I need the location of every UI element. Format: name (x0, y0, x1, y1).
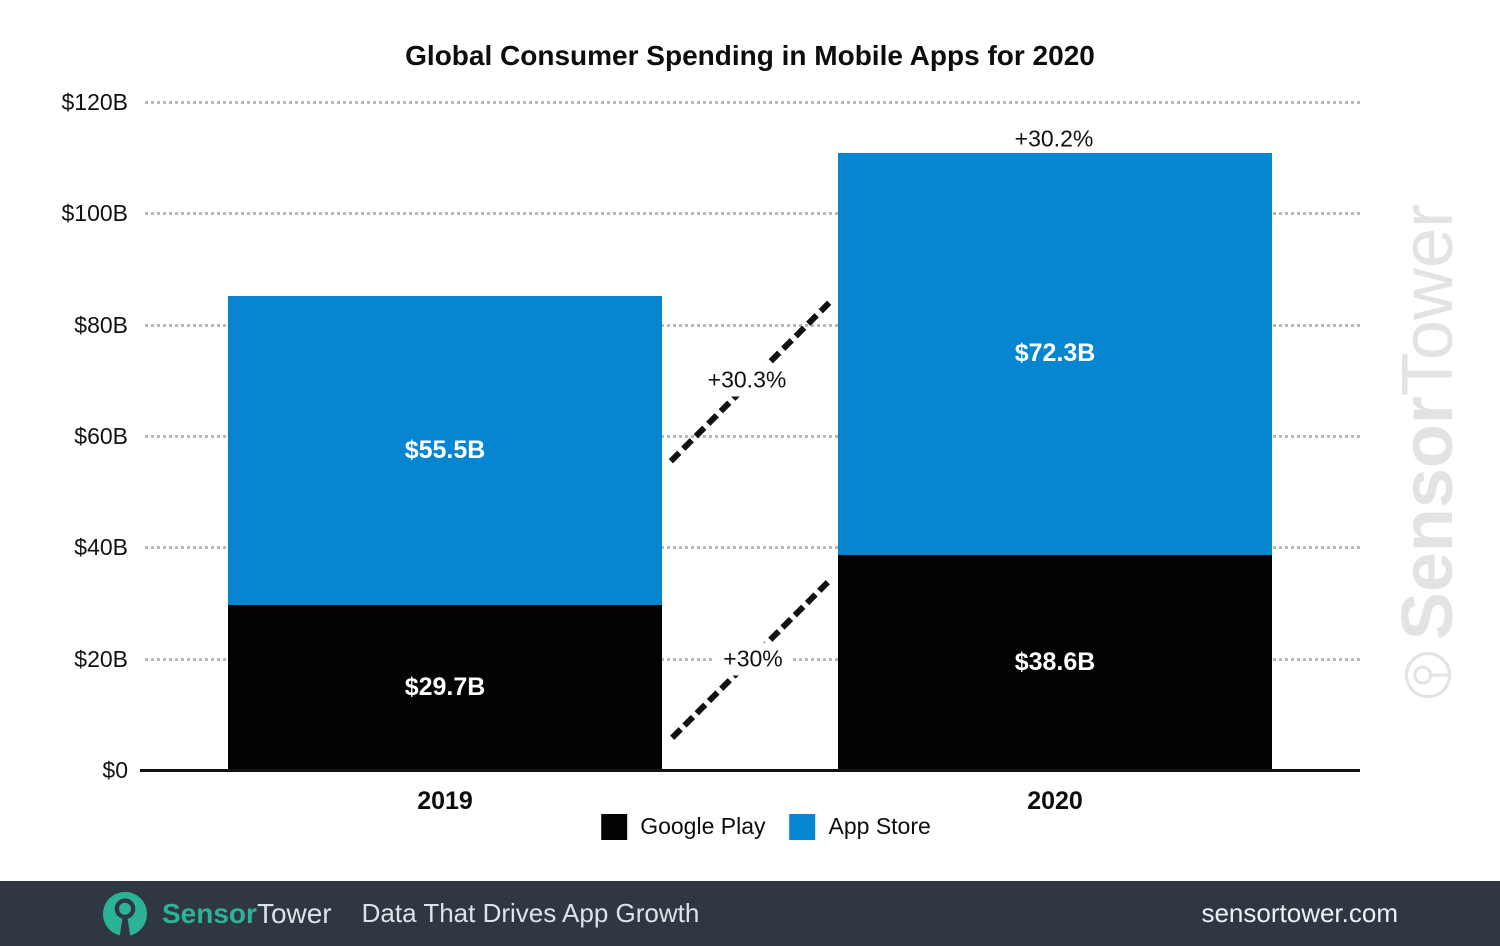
google-play-swatch-icon (601, 813, 628, 840)
y-axis-tick-label: $20B (74, 645, 128, 672)
y-axis-tick-label: $100B (61, 200, 128, 227)
footer-url-link[interactable]: sensortower.com (1201, 898, 1398, 928)
footer-brand-text: SensorTower (162, 898, 332, 930)
footer-bar: SensorTower Data That Drives App Growth … (0, 881, 1500, 946)
bar-value-label: $55.5B (404, 435, 486, 464)
legend-label-google-play: Google Play (640, 813, 766, 839)
x-axis-category-label: 2020 (1027, 787, 1083, 815)
legend-item-google-play: Google Play (601, 813, 766, 840)
footer-brand-bold: Sensor (162, 897, 257, 929)
watermark-brand-light: Tower (1388, 204, 1468, 397)
y-axis-tick-label: $0 (102, 757, 128, 783)
growth-label-google-play: +30% (713, 642, 793, 676)
legend-item-app-store: App Store (789, 813, 931, 840)
bar-value-label: $72.3B (1014, 339, 1096, 368)
gridline (145, 212, 1360, 216)
watermark-brand-text: SensorTower (1388, 204, 1468, 640)
y-axis-tick-label: $40B (74, 534, 128, 561)
growth-label-app-store: +30.3% (697, 363, 797, 397)
gridline (145, 546, 1360, 550)
x-axis-line (140, 769, 1360, 772)
gridline (145, 323, 1360, 327)
app-store-swatch-icon (789, 813, 816, 840)
y-axis-tick-label: $120B (61, 89, 128, 115)
sensortower-watermark: SensorTower (1362, 204, 1494, 700)
footer-brand-light: Tower (256, 897, 332, 929)
chart-title: Global Consumer Spending in Mobile Apps … (405, 40, 1095, 71)
x-axis-category-label: 2019 (417, 787, 473, 815)
y-axis-tick-label: $80B (74, 311, 128, 338)
y-axis-tick-label: $60B (74, 423, 128, 449)
sensortower-logo-icon (1404, 652, 1452, 699)
bar-segment-app-store-2020: $72.3B (838, 152, 1272, 556)
bar-segment-google-play-2020: $38.6B (838, 555, 1272, 770)
footer-tagline: Data That Drives App Growth (361, 898, 700, 928)
sensortower-logo-icon (102, 891, 148, 936)
gridline (145, 435, 1360, 438)
bar-value-label: $38.6B (1014, 648, 1096, 677)
footer-branding: SensorTower Data That Drives App Growth (102, 891, 699, 937)
gridline (145, 101, 1360, 104)
bar-value-label: $29.7B (404, 672, 486, 701)
watermark-brand-bold: Sensor (1388, 396, 1468, 641)
growth-label-total: +30.2% (1014, 125, 1094, 152)
plot-area: +30.3% +30% +30.2% $0 $20B $40B $60B $80B $10… (61, 89, 1360, 815)
legend-label-app-store: App Store (828, 813, 931, 839)
chart-legend: Google Play App Store (601, 813, 931, 840)
bar-segment-google-play-2019: $29.7B (228, 604, 662, 770)
bar-segment-app-store-2019: $55.5B (228, 295, 662, 605)
